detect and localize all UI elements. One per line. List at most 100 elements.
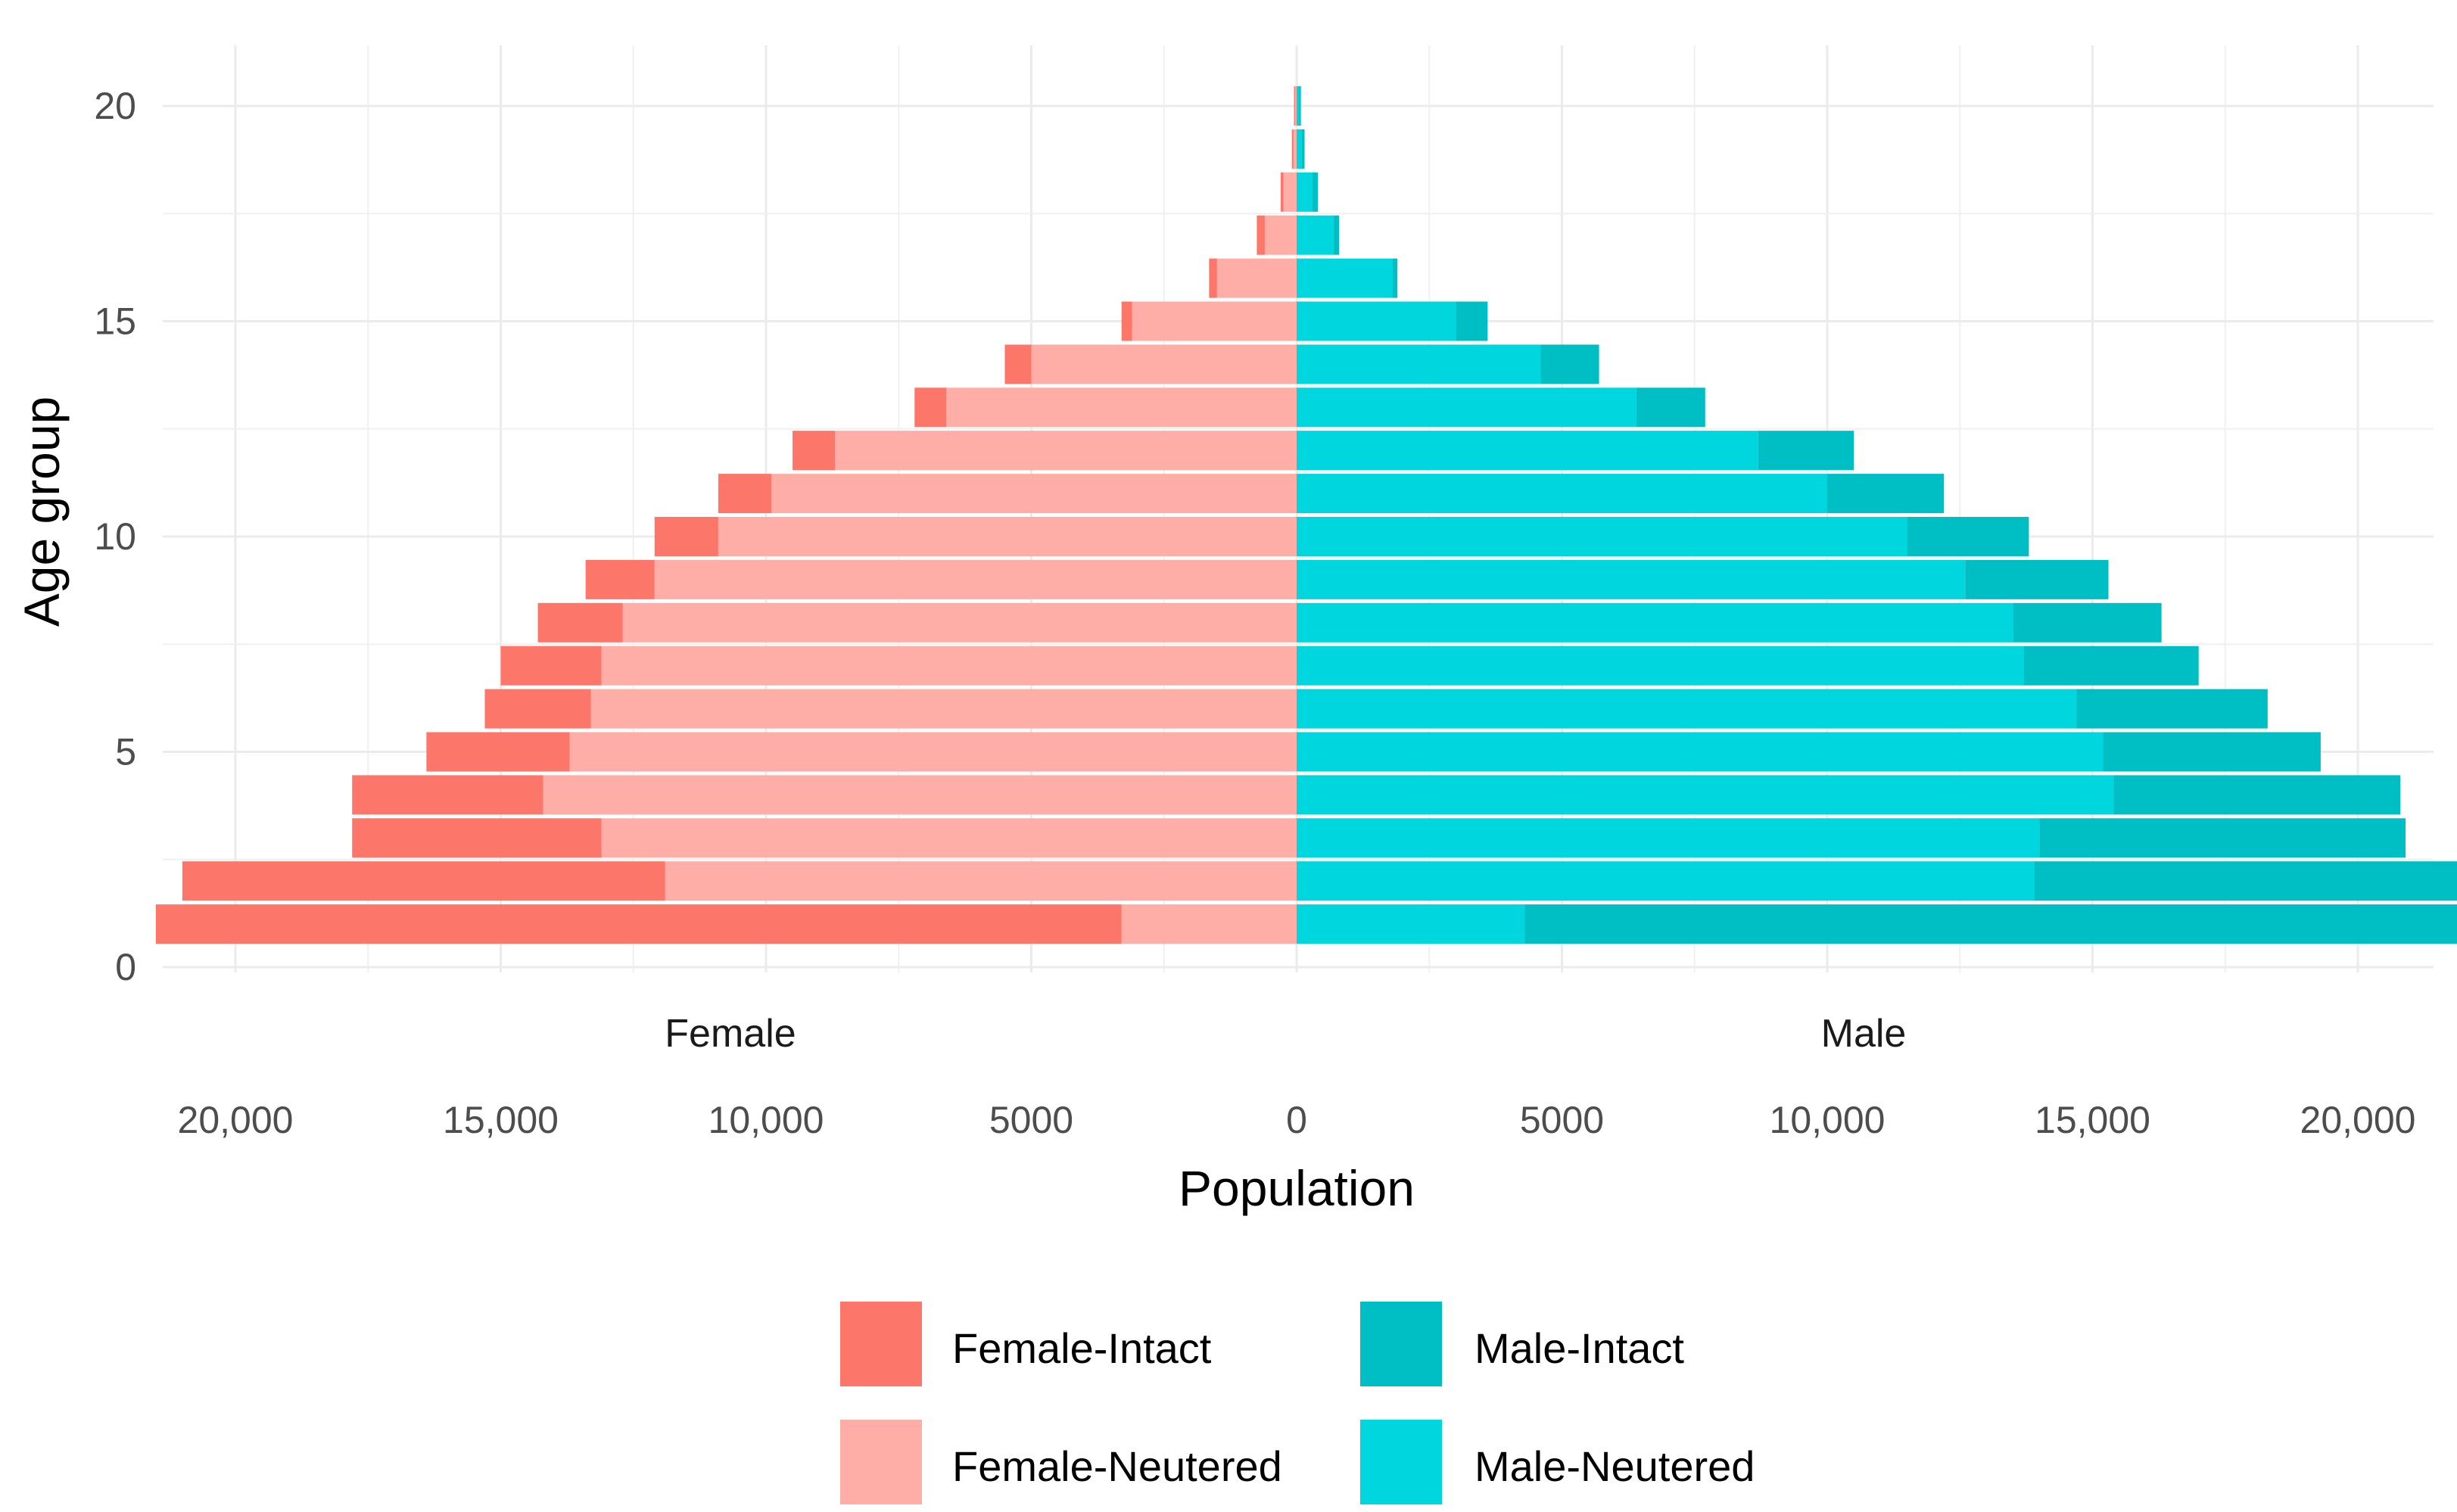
bar-male-intact-age-10 [1907,517,2029,556]
bar-male-intact-age-20 [1299,86,1301,126]
bar-female-intact-age-6 [484,689,591,729]
bar-female-neutered-age-5 [569,732,1297,772]
bar-male-neutered-age-1 [1297,904,1525,944]
legend-label-female-neutered: Female-Neutered [952,1442,1282,1490]
bar-female-neutered-age-6 [590,689,1297,729]
x-axis-title: Population [1179,1160,1415,1216]
y-tick-label-0: 0 [115,946,136,988]
bar-male-neutered-age-10 [1297,517,1907,556]
bar-male-neutered-age-9 [1297,559,1966,599]
bar-male-intact-age-12 [1758,431,1854,471]
bar-female-neutered-age-3 [601,818,1297,858]
bar-female-neutered-age-2 [665,861,1297,901]
bar-female-neutered-age-9 [654,559,1297,599]
legend-label-male-neutered: Male-Neutered [1475,1442,1755,1490]
bar-male-neutered-age-20 [1297,86,1300,126]
bar-male-neutered-age-18 [1297,172,1313,212]
bar-male-neutered-age-4 [1297,775,2114,815]
bar-male-intact-age-13 [1636,387,1705,428]
bar-female-neutered-age-20 [1294,86,1297,126]
bar-female-intact-age-15 [1121,301,1132,341]
bars [155,86,2457,944]
legend-label-female-intact: Female-Intact [952,1324,1212,1372]
bar-male-neutered-age-15 [1297,301,1456,341]
legend-swatch-male-neutered [1360,1420,1442,1504]
bar-male-neutered-age-3 [1297,818,2040,858]
bar-female-neutered-age-16 [1216,258,1297,298]
x-axis-ticks: 20,000 15,000 10,000 5000 0 5000 10,000 15,000 2… [178,1099,2416,1141]
x-tick-label-male-15000: 15,000 [2035,1099,2150,1141]
facet-label-female: Female [665,1012,796,1056]
bar-female-intact-age-1 [155,904,1122,944]
bar-female-neutered-age-11 [771,474,1297,514]
x-tick-label-female-15000: 15,000 [443,1099,559,1141]
legend-swatch-female-neutered [840,1420,922,1504]
facet-label-male: Male [1821,1012,1907,1056]
bar-female-neutered-age-8 [622,602,1297,642]
bar-female-neutered-age-4 [543,775,1297,815]
bar-female-neutered-age-14 [1031,344,1297,384]
bar-female-intact-age-11 [718,474,772,514]
bar-female-neutered-age-1 [1121,904,1297,944]
x-tick-label-male-20000: 20,000 [2300,1099,2416,1141]
bar-male-neutered-age-11 [1297,474,1827,514]
bar-female-neutered-age-10 [718,517,1297,556]
bar-male-intact-age-8 [2013,602,2162,642]
bar-male-intact-age-7 [2023,646,2199,686]
bar-male-neutered-age-6 [1297,689,2077,729]
y-axis-title: Age group [14,397,70,627]
bar-male-intact-age-19 [1302,129,1305,169]
bar-female-intact-age-16 [1209,258,1217,298]
bar-male-intact-age-16 [1392,258,1398,298]
bar-male-intact-age-11 [1827,474,1945,514]
bar-male-neutered-age-17 [1297,215,1334,255]
bar-male-intact-age-6 [2076,689,2268,729]
bar-female-intact-age-3 [352,818,602,858]
bar-female-intact-age-12 [793,431,836,471]
bar-female-neutered-age-19 [1293,129,1297,169]
bar-male-neutered-age-7 [1297,646,2024,686]
bar-male-intact-age-5 [2103,732,2321,772]
bar-male-neutered-age-12 [1297,431,1758,471]
bar-female-intact-age-5 [426,732,570,772]
bar-male-neutered-age-19 [1297,129,1303,169]
bar-female-neutered-age-17 [1264,215,1297,255]
bar-male-intact-age-15 [1456,301,1488,341]
bar-female-intact-age-7 [500,646,602,686]
bar-female-neutered-age-15 [1132,301,1297,341]
bar-male-intact-age-9 [1965,559,2109,599]
x-tick-label-male-5000: 5000 [1520,1099,1604,1141]
x-tick-label-female-10000: 10,000 [708,1099,824,1141]
bar-male-intact-age-14 [1540,344,1599,384]
legend: Female-Intact Male-Intact Female-Neutere… [840,1302,1755,1504]
x-tick-label-male-10000: 10,000 [1770,1099,1886,1141]
bar-female-intact-age-19 [1291,129,1294,169]
bar-female-intact-age-4 [352,775,543,815]
y-axis-ticks: 0 5 10 15 20 [94,85,136,988]
bar-male-neutered-age-5 [1297,732,2104,772]
bar-male-intact-age-2 [2034,861,2457,901]
bar-female-intact-age-8 [537,602,623,642]
bar-male-intact-age-1 [1524,904,2457,944]
bar-female-intact-age-14 [1004,344,1032,384]
bar-male-intact-age-4 [2113,775,2401,815]
bar-female-neutered-age-18 [1283,172,1297,212]
x-tick-label-female-20000: 20,000 [178,1099,294,1141]
y-tick-label-20: 20 [94,85,136,127]
bar-female-intact-age-17 [1257,215,1265,255]
bar-male-neutered-age-13 [1297,387,1636,428]
bar-female-intact-age-18 [1280,172,1284,212]
bar-female-neutered-age-12 [835,431,1297,471]
y-tick-label-5: 5 [115,731,136,773]
bar-male-intact-age-17 [1334,215,1340,255]
bar-female-intact-age-10 [654,517,718,556]
bar-male-neutered-age-2 [1297,861,2035,901]
legend-swatch-female-intact [840,1302,922,1386]
bar-male-intact-age-3 [2039,818,2406,858]
y-tick-label-15: 15 [94,300,136,343]
bar-female-neutered-age-7 [601,646,1297,686]
legend-swatch-male-intact [1360,1302,1442,1386]
bar-female-intact-age-2 [182,861,665,901]
